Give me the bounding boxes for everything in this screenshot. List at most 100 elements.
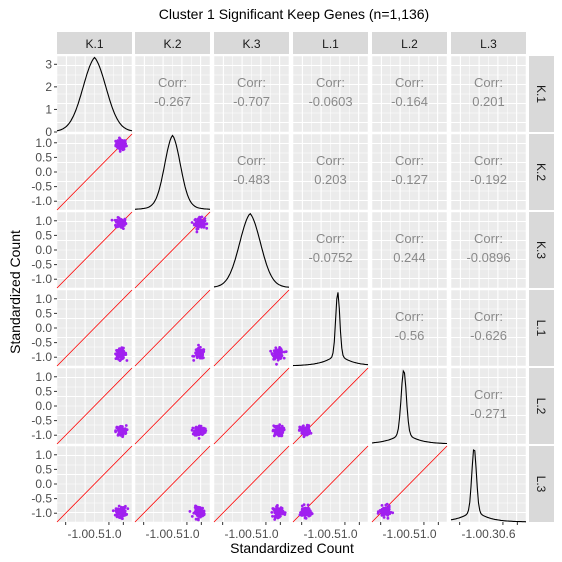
strip-label: L.3 — [534, 476, 548, 493]
strip-label: K.3 — [534, 241, 548, 259]
panel-l-2-l-1 — [292, 367, 369, 445]
corr-value: -0.127 — [391, 172, 428, 187]
data-point — [188, 510, 192, 513]
data-point — [273, 516, 277, 519]
reference-line — [213, 289, 290, 367]
data-point — [384, 510, 388, 514]
data-point — [203, 217, 207, 220]
data-point — [120, 516, 123, 520]
data-point — [200, 427, 204, 430]
data-point — [301, 510, 305, 514]
data-point — [123, 427, 127, 430]
panel-k-3-k-3 — [213, 211, 290, 289]
x-tick-label: -1.00.51.0 — [67, 527, 121, 541]
data-point — [271, 429, 275, 433]
row-strip-l-2: L.2 — [529, 368, 554, 444]
data-point — [198, 356, 202, 360]
data-point — [195, 221, 199, 225]
strip-background — [529, 134, 554, 210]
corr-value: -0.0896 — [466, 250, 510, 265]
data-point — [124, 221, 127, 225]
data-point — [276, 516, 280, 520]
data-point — [116, 225, 120, 228]
data-point — [195, 430, 199, 434]
y-tick-label: -1.0 — [31, 350, 52, 364]
data-point — [192, 354, 196, 358]
y-tick-label: -0.5 — [31, 414, 52, 428]
y-tick-label: 1.0 — [35, 214, 52, 228]
data-point — [303, 433, 307, 437]
data-point — [125, 513, 128, 516]
y-tick-label: 1.0 — [35, 292, 52, 306]
corr-label: Corr: — [474, 387, 503, 402]
panel-k-2-k-1 — [56, 133, 133, 211]
data-point — [125, 144, 128, 148]
x-tick-label: -1.00.51.0 — [382, 527, 436, 541]
data-point — [116, 143, 120, 147]
data-point — [302, 503, 306, 506]
x-axis-title: Standardized Count — [230, 540, 354, 556]
row-strip-l-3: L.3 — [529, 446, 554, 522]
data-point — [119, 355, 123, 358]
column-strip-k-1: K.1 — [57, 32, 132, 54]
data-point — [123, 506, 127, 509]
density-curve-l-3 — [450, 449, 527, 523]
column-strips: K.1 K.2 K.3 L.1 L.2 L.3 — [57, 32, 526, 54]
y-axis-ticks: 32101.00.50.0-0.5-1.01.00.50.0-0.5-1.01.… — [31, 57, 57, 520]
y-tick-label: 1.0 — [35, 136, 52, 150]
x-tick-label: -1.00.51.0 — [303, 527, 357, 541]
strip-label: L.1 — [534, 320, 548, 337]
y-tick-label: -0.5 — [31, 336, 52, 350]
panel-l-3-k-1 — [56, 445, 133, 523]
data-point — [120, 221, 124, 225]
corr-label: Corr: — [158, 75, 187, 90]
panel-k-2-l-1: Corr: 0.203 — [292, 133, 369, 211]
data-point — [274, 346, 278, 350]
y-tick-label: 0.5 — [35, 150, 52, 164]
y-tick-label: 3 — [45, 57, 52, 71]
reference-line — [56, 445, 133, 523]
data-point — [380, 504, 384, 507]
data-point — [115, 220, 118, 224]
y-tick-label: 1.0 — [35, 370, 52, 384]
y-tick-label: 0.0 — [35, 321, 52, 335]
data-point — [120, 352, 124, 355]
data-point — [197, 225, 201, 229]
data-point — [203, 427, 207, 431]
data-point — [298, 425, 302, 429]
data-point — [118, 150, 122, 153]
density-curve-k-2 — [134, 134, 211, 210]
row-strip-l-1: L.1 — [529, 290, 554, 366]
data-point — [201, 514, 205, 518]
data-point — [194, 512, 198, 516]
panel-l-2-l-2 — [371, 367, 448, 445]
data-point — [195, 354, 199, 358]
data-point — [116, 350, 119, 353]
x-tick-label: -1.00.51.0 — [224, 527, 278, 541]
data-point — [301, 425, 305, 429]
data-point — [280, 432, 284, 436]
corr-label: Corr: — [395, 231, 424, 246]
data-point — [304, 516, 308, 520]
data-point — [301, 429, 305, 432]
data-point — [279, 354, 283, 357]
data-point — [122, 354, 125, 357]
density-curve-l-1 — [292, 292, 369, 367]
data-point — [196, 218, 200, 222]
panel-grid: Corr: -0.267 Corr: -0.707 Corr: -0.0603 Corr: -… — [56, 55, 527, 523]
data-point — [199, 345, 202, 349]
data-point — [123, 140, 127, 144]
strip-label: K.1 — [534, 85, 548, 103]
data-point — [116, 216, 120, 219]
data-point — [118, 146, 122, 150]
data-point — [115, 515, 119, 519]
panel-l-2-k-1 — [56, 367, 133, 445]
reference-line — [213, 367, 290, 445]
y-tick-label: 1 — [45, 102, 52, 116]
data-point — [190, 221, 194, 224]
data-point — [278, 357, 282, 360]
data-point — [284, 350, 288, 353]
data-point — [382, 516, 386, 519]
data-point — [119, 138, 123, 142]
strip-background — [293, 32, 368, 54]
